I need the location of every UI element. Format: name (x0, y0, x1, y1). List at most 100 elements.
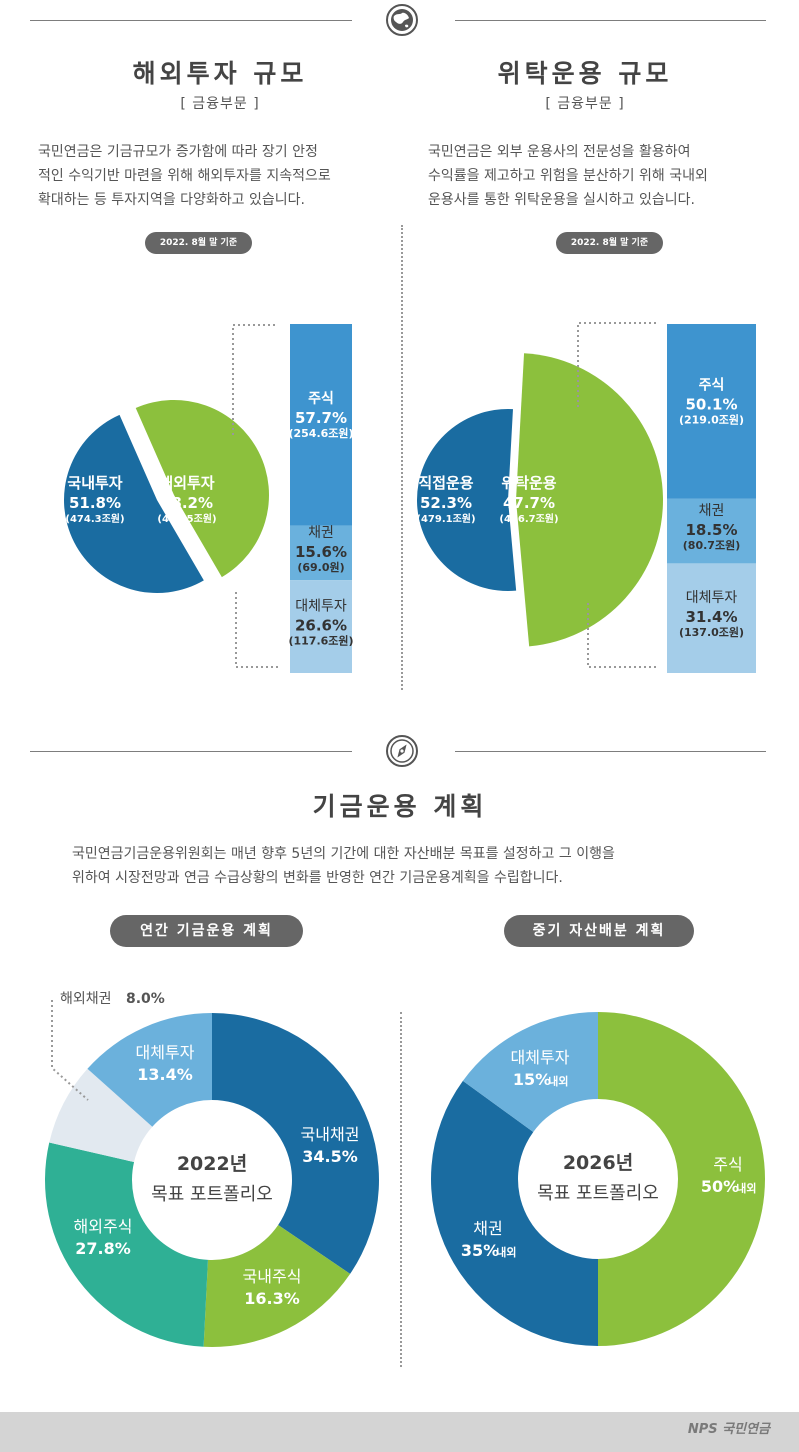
overseas-bar-segment (290, 525, 352, 581)
overseas-investment-description: 국민연금은 기금규모가 증가함에 따라 장기 안정 적인 수익기반 마련을 위해… (38, 140, 398, 212)
plan-2022-donut-slice-label: 해외채권 (60, 991, 112, 1007)
outsourced-bar-segment (667, 498, 756, 564)
overseas-bar-segment-percent: 57.7% (295, 409, 347, 427)
desc-line: 국민연금기금운용위원회는 매년 향후 5년의 기간에 대한 자산배분 목표를 설… (72, 846, 615, 862)
overseas-pie-slice-percent: 48.2% (161, 494, 213, 512)
plan-2026-donut-slice-label: 채권 (473, 1219, 502, 1238)
plan-2022-donut-slice-percent: 27.8% (75, 1239, 131, 1258)
plan-2026-donut-slice-label: 주식 (713, 1155, 742, 1174)
plan-2026-donut-slice (462, 1012, 598, 1132)
outsourced-management-description: 국민연금은 외부 운용사의 전문성을 활용하여 수익률을 제고하고 위험을 분산… (428, 140, 788, 212)
outsourced-bar-segment-percent: 31.4% (685, 608, 737, 626)
outsourced-bar-segment (667, 324, 756, 499)
overseas-pie-slice-percent: 51.8% (69, 494, 121, 512)
plan-2022-donut-slice (49, 1068, 153, 1163)
overseas-bar-segment (290, 580, 352, 673)
fund-plan-description: 국민연금기금운용위원회는 매년 향후 5년의 기간에 대한 자산배분 목표를 설… (72, 842, 772, 890)
plan-2022-donut-slice (203, 1224, 351, 1348)
outsourced-bar-segment-percent: 18.5% (685, 521, 737, 539)
plan-2026-donut-slice-suffix: 내외 (736, 1181, 756, 1195)
plan-2022-donut-slice-label: 국내채권 (301, 1125, 360, 1144)
overseas-bar-segment-label: 주식 (308, 391, 334, 407)
overseas-pie-slice-exploded (135, 399, 270, 578)
outsourced-bar-segment-label: 채권 (699, 503, 725, 519)
plan-2026-donut-slice (598, 1012, 765, 1346)
outsourced-pie-slice-main (417, 409, 517, 591)
plan-2022-donut-slice (212, 1013, 380, 1274)
plan-2026-donut-slice (431, 1080, 598, 1346)
overseas-bar-segment-amount: (69.0원) (297, 560, 344, 574)
plan-2026-donut-slice-percent: 15% (513, 1070, 551, 1089)
plan-2026-donut-slice-label: 대체투자 (511, 1048, 570, 1067)
overseas-pie-slice-label: 국내투자 (67, 474, 122, 492)
desc-line: 적인 수익기반 마련을 위해 해외투자를 지속적으로 (38, 168, 331, 184)
desc-line: 운용사를 통한 위탁운용을 실시하고 있습니다. (428, 192, 695, 208)
compass-icon (385, 734, 419, 768)
connector-line (232, 324, 275, 435)
plan-2022-donut-center-year: 2022년 (177, 1153, 247, 1175)
divider-line (455, 20, 766, 21)
outsourced-bar-segment-label: 주식 (699, 377, 725, 393)
outsourced-management-title: 위탁운용 규모 (497, 59, 673, 88)
outsourced-bar-segment (667, 563, 756, 673)
overseas-bar-segment-percent: 26.6% (295, 617, 347, 635)
outsourced-pie-slice-label: 위탁운용 (501, 474, 556, 492)
fund-plan-title: 기금운용 계획 (312, 792, 488, 821)
annual-plan-badge: 연간 기금운용 계획 (110, 915, 303, 947)
plan-2026-donut-slice-percent: 50% (701, 1177, 739, 1196)
desc-line: 국민연금은 기금규모가 증가함에 따라 장기 안정 (38, 144, 318, 160)
column-divider (400, 1012, 402, 1367)
overseas-bar-segment-amount: (254.6조원) (288, 426, 353, 440)
outsourced-bar-segment-amount: (219.0조원) (679, 412, 744, 426)
plan-2026-donut-slice-suffix: 내외 (496, 1245, 516, 1259)
outsourced-bar-segment-amount: (80.7조원) (683, 538, 740, 552)
outsourced-bar-segment-amount: (137.0조원) (679, 625, 744, 639)
plan-2026-donut-center-label: 목표 포트폴리오 (537, 1183, 659, 1204)
divider-line (30, 20, 352, 21)
desc-line: 수익률을 제고하고 위험을 분산하기 위해 국내외 (428, 168, 708, 184)
outsourced-pie-slice-label: 직접운용 (418, 474, 473, 492)
overseas-bar-segment-amount: (117.6조원) (288, 634, 353, 648)
plan-2022-donut-slice-percent: 8.0% (126, 991, 165, 1007)
outsourced-management-subtitle: [ 금융부문 ] (545, 96, 625, 112)
plan-2022-donut-slice (87, 1013, 212, 1127)
divider-line (455, 751, 766, 752)
overseas-pie-slice-main (63, 414, 204, 594)
desc-line: 국민연금은 외부 운용사의 전문성을 활용하여 (428, 144, 691, 160)
plan-2022-donut-center-label: 목표 포트폴리오 (151, 1184, 273, 1205)
connector-line (577, 322, 656, 410)
date-badge: 2022. 8월 말 기준 (556, 232, 663, 254)
plan-2022-donut-slice (44, 1142, 208, 1347)
overseas-pie-slice-amount: (474.3조원) (65, 512, 124, 525)
overseas-investment-title: 해외투자 규모 (132, 59, 308, 88)
overseas-bar-segment-percent: 15.6% (295, 543, 347, 561)
desc-line: 확대하는 등 투자지역을 다양화하고 있습니다. (38, 192, 305, 208)
plan-2022-donut-slice-percent: 34.5% (302, 1147, 358, 1166)
outsourced-pie-slice-percent: 47.7% (503, 494, 555, 512)
connector-line (587, 603, 658, 668)
plan-2022-donut-slice-percent: 16.3% (244, 1289, 300, 1308)
outsourced-pie-slice-exploded (516, 353, 663, 647)
overseas-pie-slice-amount: (441.5조원) (157, 512, 216, 525)
mid-term-plan-badge: 중기 자산배분 계획 (504, 915, 694, 947)
outsourced-bar-segment-percent: 50.1% (685, 395, 737, 413)
overseas-bar-segment (290, 324, 352, 526)
footer-bar (0, 1412, 799, 1452)
overseas-bar-segment-label: 대체투자 (295, 599, 347, 615)
plan-2026-donut-slice-suffix: 내외 (548, 1074, 568, 1088)
plan-2026-donut-slice-percent: 35% (461, 1241, 499, 1260)
desc-line: 위하여 시장전망과 연금 수급상황의 변화를 반영한 연간 기금운용계획을 수립… (72, 870, 563, 886)
overseas-bar-segment-label: 채권 (308, 525, 334, 541)
outsourced-pie-slice-amount: (436.7조원) (499, 512, 558, 525)
outsourced-pie-slice-amount: (479.1조원) (416, 512, 475, 525)
plan-2022-donut-slice-label: 국내주식 (243, 1267, 302, 1286)
plan-2026-donut-center-year: 2026년 (563, 1152, 633, 1174)
outsourced-pie-slice-percent: 52.3% (420, 494, 472, 512)
plan-2022-donut-slice-label: 해외주식 (74, 1217, 133, 1236)
overseas-investment-subtitle: [ 금융부문 ] (180, 96, 260, 112)
plan-2022-donut-slice-percent: 13.4% (137, 1065, 193, 1084)
nps-logo: NPS 국민연금 (687, 1422, 770, 1437)
connector-line (51, 1000, 89, 1101)
globe-icon (385, 3, 419, 37)
